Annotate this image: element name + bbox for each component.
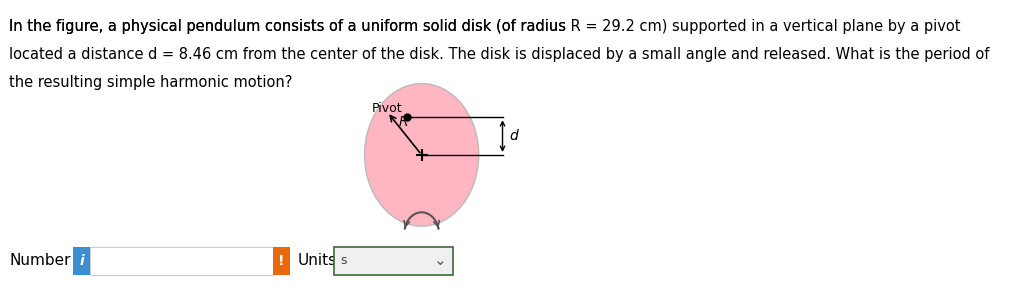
Text: R: R xyxy=(399,115,408,129)
Text: d: d xyxy=(509,129,518,143)
Text: !: ! xyxy=(278,254,285,268)
Text: located a distance d = 8.46 cm from the center of the disk. The disk is displace: located a distance d = 8.46 cm from the … xyxy=(9,47,990,62)
Text: In the figure, a physical pendulum consists of a uniform solid disk (of radius R: In the figure, a physical pendulum consi… xyxy=(9,19,961,34)
Text: Number: Number xyxy=(9,253,71,268)
Ellipse shape xyxy=(364,84,478,226)
Text: Units: Units xyxy=(298,253,337,268)
Text: In the figure, a physical pendulum consists of a uniform solid disk (of radius: In the figure, a physical pendulum consi… xyxy=(9,19,571,34)
Text: ⌄: ⌄ xyxy=(434,253,446,268)
FancyBboxPatch shape xyxy=(334,247,453,275)
Text: i: i xyxy=(79,254,84,268)
FancyBboxPatch shape xyxy=(272,247,290,275)
FancyBboxPatch shape xyxy=(90,247,272,275)
Text: the resulting simple harmonic motion?: the resulting simple harmonic motion? xyxy=(9,75,293,90)
Text: Pivot: Pivot xyxy=(372,102,403,115)
Text: s: s xyxy=(340,254,346,267)
FancyBboxPatch shape xyxy=(73,247,90,275)
